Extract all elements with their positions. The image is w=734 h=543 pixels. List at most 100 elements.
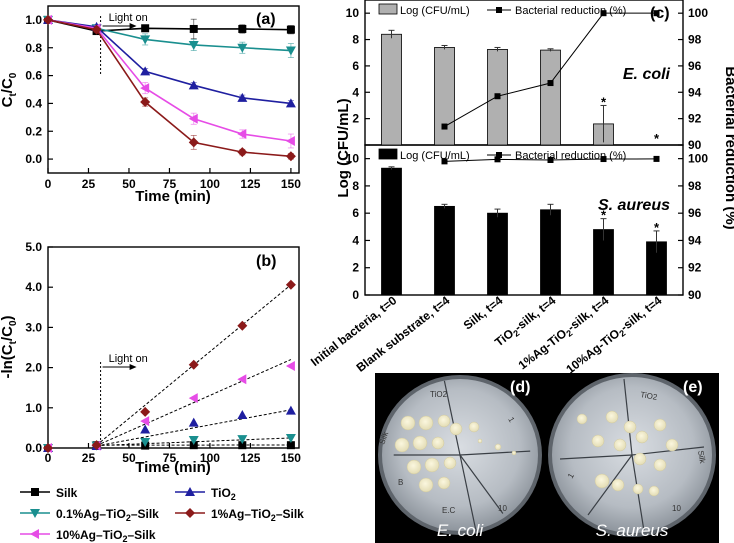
panel-b-data-point bbox=[285, 279, 296, 290]
panel-b-data-point bbox=[188, 435, 199, 445]
panel-c-bar bbox=[540, 49, 561, 146]
panel-a-data-point bbox=[189, 24, 198, 33]
panel-b-data-point bbox=[237, 410, 248, 420]
panel-a-series-4 bbox=[43, 14, 296, 162]
panel-c-reduction-point bbox=[494, 156, 501, 163]
panel-a-data-point bbox=[237, 43, 248, 53]
panel-c-reduction-point bbox=[653, 155, 660, 162]
colony-spot bbox=[477, 438, 483, 444]
panel-a-ytick-label: 0.4 bbox=[25, 96, 42, 110]
panel-b-xtick-label: 25 bbox=[82, 451, 96, 465]
panel-b-ylabel: -ln(Ct/C0) bbox=[0, 315, 19, 378]
panel-b-data-point bbox=[285, 360, 295, 371]
plate-marker-text: 10 bbox=[498, 504, 507, 513]
panel-c-right-tick-label: 90 bbox=[688, 288, 702, 302]
panel-c-category-part: -silk, t=4 bbox=[618, 293, 665, 334]
legend-entry-3: 1%Ag–TiO2–Silk bbox=[175, 507, 304, 523]
panel-a-data-point bbox=[237, 129, 247, 140]
panel-a-xtick-label: 75 bbox=[163, 177, 177, 191]
photo-d-label: (d) bbox=[510, 379, 530, 396]
panel-b-data-point bbox=[140, 406, 151, 417]
panel-c-category-part: Silk, t=4 bbox=[461, 293, 506, 332]
plate-marker-text: E.C bbox=[442, 506, 456, 515]
plate-divider-line bbox=[631, 446, 705, 456]
legend-entry-label: TiO2 bbox=[211, 486, 236, 502]
panel-a-data-point bbox=[141, 24, 150, 33]
colony-spot bbox=[431, 436, 445, 450]
colony-spot bbox=[511, 450, 517, 456]
panel-c-category-label: Blank substrate, t=4 bbox=[354, 293, 453, 375]
legend-label-part: 10%Ag–TiO bbox=[56, 528, 122, 542]
panel-c-category-sub: 2 bbox=[564, 328, 574, 339]
colony-spot bbox=[418, 477, 434, 493]
legend-swatch-marker bbox=[31, 488, 39, 496]
plate-divider-line bbox=[623, 378, 633, 456]
panel-b-chart: 0.0 1.0 2.0 3.0 4.0 5.0 0 25 50 75 100 125 150 Ligh… bbox=[0, 240, 301, 476]
legend-label-part: 1%Ag–TiO bbox=[211, 507, 271, 521]
panel-b-light-on-text: Light on bbox=[109, 353, 148, 365]
panel-a-data-point bbox=[286, 25, 295, 34]
panel-c-right-tick-label: 98 bbox=[688, 33, 702, 47]
panel-b-xtick-label: 50 bbox=[122, 451, 136, 465]
panel-c-category-label: Silk, t=4 bbox=[461, 293, 506, 332]
colony-spot bbox=[412, 435, 428, 451]
colony-spot bbox=[623, 420, 637, 434]
panel-c-legend-bar-swatch bbox=[378, 148, 398, 160]
panel-c-right-tick-label: 94 bbox=[688, 233, 702, 247]
panel-b-y-ticks: 0.0 1.0 2.0 3.0 4.0 5.0 bbox=[25, 240, 53, 455]
panel-c-reduction-point bbox=[441, 158, 448, 165]
panel-b-xtick-label: 150 bbox=[281, 451, 301, 465]
plate-marker-text: Silk bbox=[377, 430, 390, 446]
legend-entry-label: 0.1%Ag–TiO2–Silk bbox=[56, 507, 159, 523]
panel-c-legend-bar-label: Log (CFU/mL) bbox=[400, 150, 470, 162]
panel-a-data-point bbox=[140, 83, 150, 94]
panel-c-left-tick-label: 8 bbox=[352, 33, 359, 47]
panel-a-xtick-label: 100 bbox=[200, 177, 220, 191]
panel-a-data-point bbox=[43, 14, 53, 25]
panel-a-xtick-label: 0 bbox=[45, 177, 52, 191]
colony-spot bbox=[635, 430, 649, 444]
panel-b-data-point bbox=[188, 359, 199, 370]
colony-spot bbox=[633, 452, 647, 466]
panel-a-series-3 bbox=[43, 14, 295, 149]
panel-c-reduction-point bbox=[547, 80, 554, 87]
panel-b-data-point bbox=[237, 374, 247, 385]
panel-a-ytick-label: 1.0 bbox=[25, 13, 42, 27]
legend-label-sub: 2 bbox=[271, 513, 276, 523]
colony-spot bbox=[494, 443, 502, 451]
panel-c-category-part: Initial bacteria, t=0 bbox=[308, 293, 400, 369]
panel-c-right-tick-label: 96 bbox=[688, 59, 702, 73]
legend-swatch-marker bbox=[30, 529, 39, 539]
colony-spot bbox=[418, 415, 434, 431]
panel-c-reduction-point bbox=[547, 157, 554, 163]
panel-a-chart: 0.0 0.2 0.4 0.6 0.8 1.0 0 25 50 75 100 125 150 Ligh… bbox=[0, 5, 301, 205]
panel-b-data-point bbox=[238, 441, 247, 450]
colony-spot bbox=[653, 458, 667, 472]
panel-b-data-point bbox=[285, 433, 296, 443]
panel-a-data-point bbox=[237, 147, 248, 158]
panel-a-ytick-label: 0.8 bbox=[25, 41, 42, 55]
panel-a-data-point bbox=[140, 66, 151, 76]
panel-a-series-group bbox=[43, 14, 296, 162]
panel-c-legend-bar-swatch bbox=[378, 3, 398, 15]
plate-divider-line bbox=[459, 454, 477, 530]
panel-a-ytick-label: 0.0 bbox=[25, 152, 42, 166]
panel-b-light-on-arrowhead bbox=[129, 364, 137, 370]
plate-marker-text: TiO2 bbox=[640, 390, 659, 402]
legend-entry-label: 1%Ag–TiO2–Silk bbox=[211, 507, 304, 523]
petri-plate-saureus: TiO2 Silk 10 1 bbox=[548, 373, 716, 537]
panel-c-left-tick-label: 4 bbox=[352, 233, 359, 247]
legend-entry-0: Silk bbox=[20, 486, 78, 500]
panel-c-right-tick-label: 92 bbox=[688, 261, 702, 275]
legend-label-part: Silk bbox=[56, 486, 78, 500]
panel-b-data-point bbox=[140, 416, 150, 427]
panel-b-x-ticks: 0 25 50 75 100 125 150 bbox=[45, 443, 301, 465]
panel-b-ytick-label: 4.0 bbox=[25, 280, 42, 294]
panel-c-left-tick-label: 8 bbox=[352, 179, 359, 193]
photo-d-caption: E. coli bbox=[437, 521, 485, 540]
panel-c-label: (c) bbox=[650, 5, 670, 22]
panel-c-right-tick-label: 90 bbox=[688, 138, 702, 152]
panel-c-legend-line-label: Bacterial reduction (%) bbox=[515, 150, 626, 162]
panel-a-ytick-label: 0.6 bbox=[25, 69, 42, 83]
